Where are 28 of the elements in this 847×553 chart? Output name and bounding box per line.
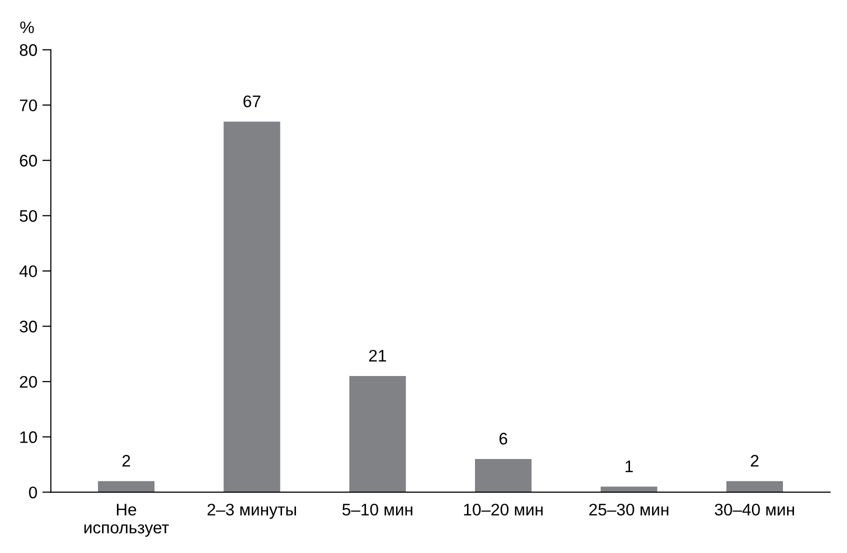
y-tick-label: 10 xyxy=(20,431,37,444)
x-tick-label: 2–3 минуты xyxy=(208,504,296,519)
y-tick-label: 80 xyxy=(20,44,37,56)
y-tick-label: 0 xyxy=(29,486,37,498)
x-tick-label: 10–20 мин xyxy=(464,504,543,516)
y-tick-label: 50 xyxy=(20,210,37,222)
data-label: 6 xyxy=(499,432,508,445)
data-label: 1 xyxy=(626,460,633,472)
x-tick-label: 5–10 мин xyxy=(342,504,412,516)
x-tick-label: Не использует xyxy=(84,504,169,537)
y-tick-label: 70 xyxy=(20,99,37,112)
data-label: 2 xyxy=(750,454,758,467)
data-label: 2 xyxy=(122,454,130,467)
data-label: 21 xyxy=(369,350,386,362)
data-label: 67 xyxy=(243,95,260,108)
bar xyxy=(600,486,658,492)
y-tick-label: 60 xyxy=(20,154,37,167)
bar xyxy=(349,376,406,492)
bar xyxy=(475,458,532,492)
y-axis-title: % xyxy=(20,21,34,34)
y-tick-label: 30 xyxy=(20,320,37,332)
bar xyxy=(726,481,783,492)
bar xyxy=(224,122,280,492)
bar xyxy=(98,481,155,492)
x-tick-label: 25–30 мин xyxy=(589,504,668,516)
x-tick-label: 30–40 мин xyxy=(714,504,794,516)
y-tick-label: 20 xyxy=(20,376,37,388)
y-tick-label: 40 xyxy=(19,265,37,278)
